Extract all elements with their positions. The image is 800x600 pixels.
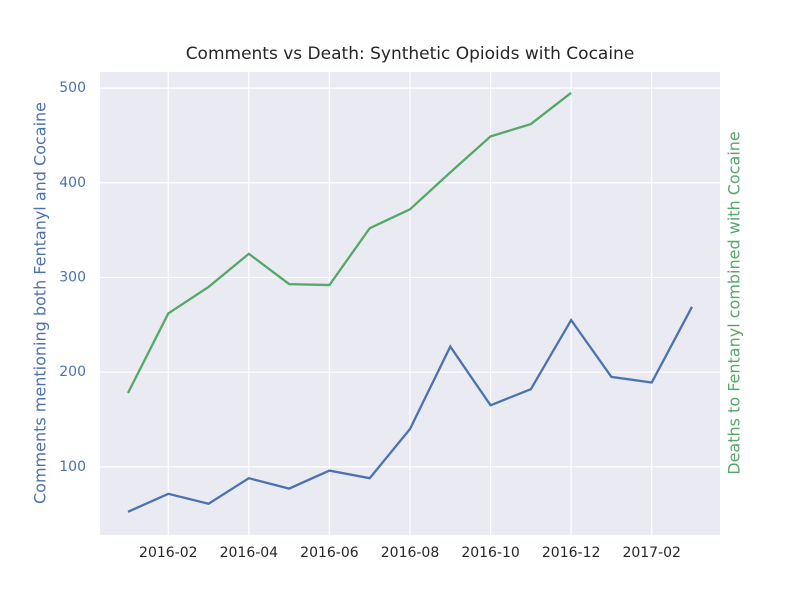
y-tick-label: 500	[59, 80, 86, 96]
x-tick-label: 2016-08	[381, 545, 440, 561]
x-tick-label: 2016-06	[300, 545, 359, 561]
y-tick-label: 200	[59, 364, 86, 380]
x-tick-label: 2016-02	[139, 545, 198, 561]
x-tick-label: 2016-04	[220, 545, 279, 561]
series-line	[127, 306, 694, 513]
y2-axis-label: Deaths to Fentanyl combined with Cocaine	[725, 131, 744, 475]
x-tick-label: 2016-12	[542, 545, 601, 561]
y-tick-label: 400	[59, 175, 86, 191]
y-axis-label: Comments mentioning both Fentanyl and Co…	[31, 102, 50, 504]
x-tick-label: 2017-02	[622, 545, 681, 561]
x-tick-label: 2016-10	[461, 545, 520, 561]
y-tick-label: 300	[59, 269, 86, 285]
series-line	[126, 91, 572, 394]
y-tick-label: 100	[59, 459, 86, 475]
chart-title: Comments vs Death: Synthetic Opioids wit…	[186, 44, 635, 64]
